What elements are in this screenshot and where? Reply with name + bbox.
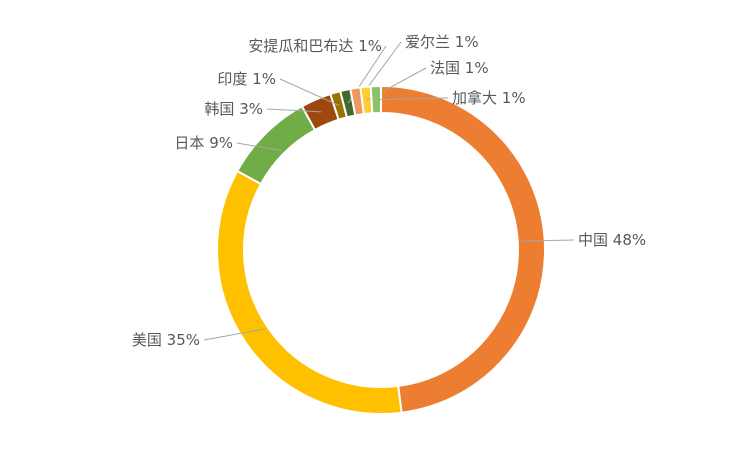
leader-line — [376, 97, 449, 101]
value-label: 1% — [358, 37, 382, 55]
category-name: 加拿大 — [452, 89, 497, 107]
category-name: 印度 — [217, 70, 247, 88]
category-name: 日本 — [174, 134, 204, 152]
donut-slice — [369, 84, 382, 115]
value-label: 3% — [239, 100, 263, 118]
value-label: 1% — [502, 89, 526, 107]
category-name: 韩国 — [204, 100, 234, 118]
data-label: 中国 48% — [578, 231, 646, 249]
data-label: 安提瓜和巴布达 1% — [248, 37, 382, 55]
data-label: 爱尔兰 1% — [405, 33, 479, 51]
value-label: 1% — [455, 33, 479, 51]
leader-line — [279, 78, 340, 106]
leader-line — [236, 142, 282, 152]
leader-line — [203, 328, 265, 341]
category-name: 美国 — [132, 331, 162, 349]
leader-line — [266, 108, 322, 113]
value-label: 48% — [613, 231, 646, 249]
data-label: 加拿大 1% — [452, 89, 526, 107]
category-name: 爱尔兰 — [405, 33, 450, 51]
category-name: 安提瓜和巴布达 — [248, 37, 353, 55]
data-label: 美国 35% — [132, 331, 200, 349]
data-label: 韩国 3% — [204, 100, 263, 118]
value-label: 1% — [465, 59, 489, 77]
category-name: 中国 — [578, 231, 608, 249]
category-name: 法国 — [430, 59, 460, 77]
data-label: 日本 9% — [174, 134, 233, 152]
value-label: 1% — [252, 70, 276, 88]
data-label: 法国 1% — [430, 59, 489, 77]
value-label: 35% — [167, 331, 200, 349]
value-label: 9% — [209, 134, 233, 152]
leader-line — [521, 239, 575, 242]
data-label: 印度 1% — [217, 70, 276, 88]
